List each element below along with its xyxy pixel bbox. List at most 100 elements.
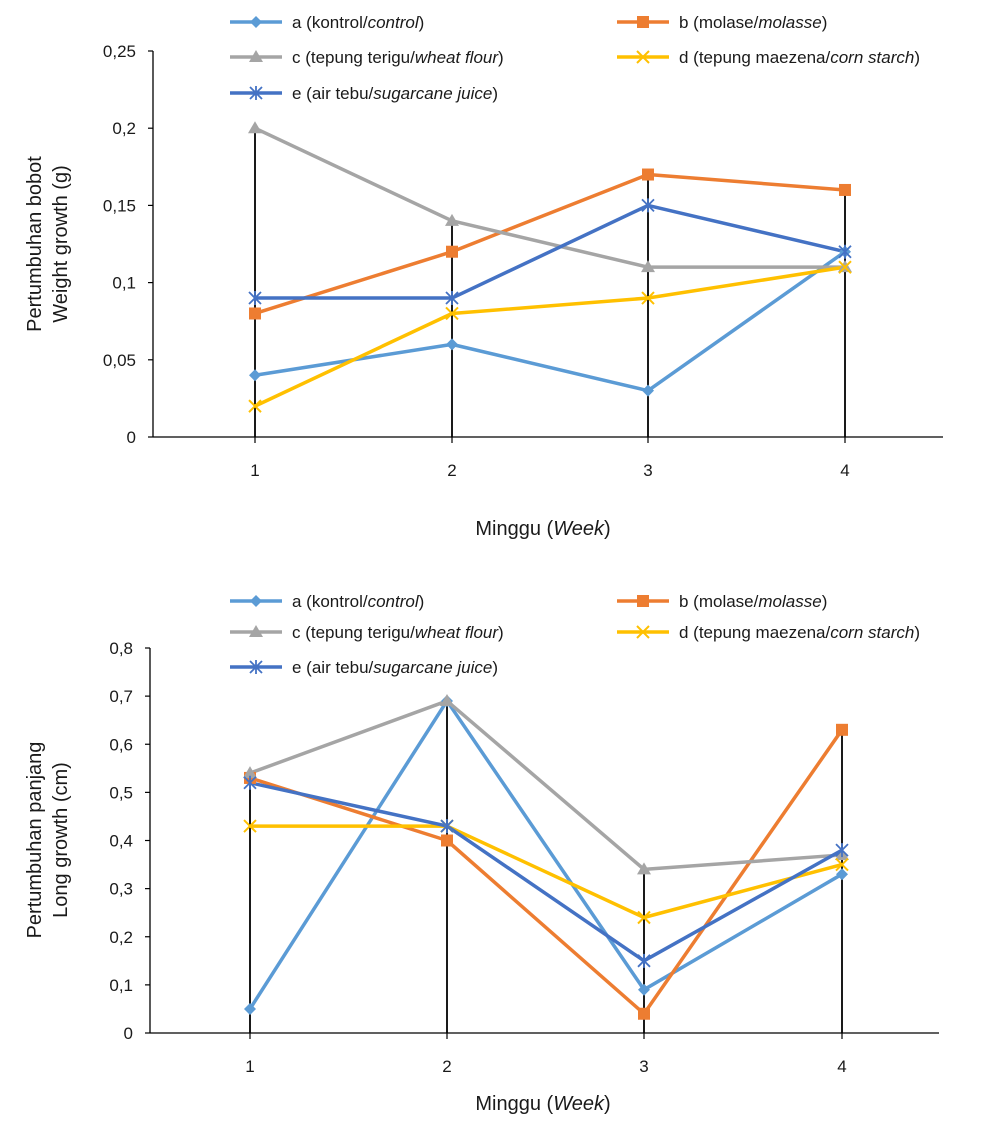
data-point-c <box>248 121 262 134</box>
y-tick-label: 0,8 <box>109 639 133 658</box>
legend-label: d (tepung maezena/corn starch) <box>679 623 920 642</box>
legend-item-a: a (kontrol/control) <box>230 592 424 611</box>
y-tick-label: 0,05 <box>103 351 136 370</box>
data-point-a <box>638 983 650 996</box>
data-point-d <box>243 819 257 833</box>
legend-label: a (kontrol/control) <box>292 592 424 611</box>
y-axis-title-line: Long growth (cm) <box>50 762 72 918</box>
legend-label-part: e (air tebu/ <box>292 658 374 677</box>
y-tick-label: 0,7 <box>109 687 133 706</box>
y-tick-label: 0,3 <box>109 880 133 899</box>
y-tick-label: 0,15 <box>103 196 136 215</box>
data-point-d <box>838 260 852 274</box>
legend-swatch-marker <box>637 595 649 607</box>
y-tick-label: 0,25 <box>103 42 136 61</box>
y-tick-label: 0,1 <box>112 274 136 293</box>
data-point-c <box>445 213 459 226</box>
legend-swatch-marker <box>250 16 262 28</box>
series-line-a <box>254 250 847 393</box>
data-point-d <box>637 910 651 925</box>
x-tick-label: 2 <box>447 461 456 480</box>
x-tick-label: 1 <box>245 1057 254 1076</box>
legend-label-part: corn starch <box>830 623 914 642</box>
legend-item-c: c (tepung terigu/wheat flour) <box>230 48 504 67</box>
data-point-d <box>641 291 655 305</box>
data-point-d <box>835 857 849 872</box>
legend-label-part: molasse <box>758 592 821 611</box>
legend-label-part: b (molase/ <box>679 592 759 611</box>
data-point-e <box>835 843 849 858</box>
legend-label-part: ) <box>492 84 498 103</box>
legend-item-c: c (tepung terigu/wheat flour) <box>230 623 504 642</box>
legend-swatch-marker <box>249 625 263 637</box>
chart-2: 0 0,1 0,2 0,3 0,4 0,5 0,6 0,7 0,8 1 2 3 4 a (kontrol/… <box>24 592 939 1115</box>
data-point-a <box>642 384 654 397</box>
x-axis-title: Minggu (Week) <box>475 1093 610 1115</box>
legend-label-part: ) <box>419 13 425 32</box>
data-point-b <box>446 245 458 258</box>
y-tick-label: 0 <box>124 1024 133 1043</box>
legend-label-part: e (air tebu/ <box>292 84 374 103</box>
legend-swatch-marker <box>250 595 262 607</box>
x-axis-title: Minggu (Week) <box>475 518 610 540</box>
legend-item-b: b (molase/molasse) <box>617 13 827 32</box>
legend-swatch-marker <box>637 16 649 28</box>
data-point-e <box>445 291 459 306</box>
data-point-e <box>838 244 852 259</box>
data-point-e <box>440 819 454 834</box>
data-point-e <box>637 953 651 968</box>
series-line-b <box>254 172 846 316</box>
data-point-c <box>641 260 655 273</box>
legend-swatch-marker <box>249 50 263 62</box>
x-tick-label: 4 <box>837 1057 846 1076</box>
series-line-b <box>249 728 844 1016</box>
data-point-b <box>836 723 848 736</box>
y-tick-label: 0 <box>127 428 136 447</box>
y-tick-label: 0,5 <box>109 783 133 802</box>
legend-label: e (air tebu/sugarcane juice) <box>292 658 498 677</box>
legend-item-e: e (air tebu/sugarcane juice) <box>230 658 498 677</box>
legend-label-part: ) <box>914 623 920 642</box>
x-axis-title-part: Minggu ( <box>475 518 553 540</box>
legend-swatch-marker <box>636 625 650 639</box>
legend-label-part: ) <box>498 48 504 67</box>
legend-item-a: a (kontrol/control) <box>230 13 424 32</box>
data-point-a <box>836 868 848 881</box>
legend-label-part: ) <box>492 658 498 677</box>
legend-label-part: ) <box>914 48 920 67</box>
data-point-d <box>445 306 459 321</box>
y-tick-label: 0,4 <box>109 832 133 851</box>
y-axis-title: Pertumbuhan bobot Weight growth (g) <box>24 156 72 332</box>
legend-label: b (molase/molasse) <box>679 13 827 32</box>
legend-label-part: a (kontrol/ <box>292 592 368 611</box>
legend-label-part: b (molase/ <box>679 13 759 32</box>
legend-label-part: corn starch <box>830 48 914 67</box>
data-point-e <box>641 198 655 213</box>
data-point-e <box>248 291 262 306</box>
y-axis-title-line: Weight growth (g) <box>50 165 72 322</box>
legend-swatch-marker <box>249 660 263 674</box>
series-line-d <box>250 824 843 920</box>
legend-item-d: d (tepung maezena/corn starch) <box>617 48 920 67</box>
x-axis-title-part: ) <box>604 1093 611 1115</box>
x-tick-label: 1 <box>250 461 259 480</box>
legend-label-part: ) <box>822 592 828 611</box>
legend-swatch-marker <box>249 86 263 100</box>
legend-label-part: ) <box>498 623 504 642</box>
data-point-c <box>440 693 454 706</box>
data-point-b <box>249 307 261 320</box>
legend-label-part: wheat flour <box>415 48 499 67</box>
data-point-e <box>243 775 257 790</box>
legend-label-part: sugarcane juice <box>373 658 492 677</box>
series-line-e <box>249 781 843 963</box>
x-tick-label: 4 <box>840 461 849 480</box>
y-tick-label: 0,1 <box>109 976 133 995</box>
data-point-a <box>446 338 458 351</box>
legend-label-part: sugarcane juice <box>373 84 492 103</box>
series-line-d <box>254 265 846 408</box>
legend-label: c (tepung terigu/wheat flour) <box>292 48 504 67</box>
legend-label: e (air tebu/sugarcane juice) <box>292 84 498 103</box>
legend-item-e: e (air tebu/sugarcane juice) <box>230 84 498 103</box>
legend-label-part: ) <box>419 592 425 611</box>
